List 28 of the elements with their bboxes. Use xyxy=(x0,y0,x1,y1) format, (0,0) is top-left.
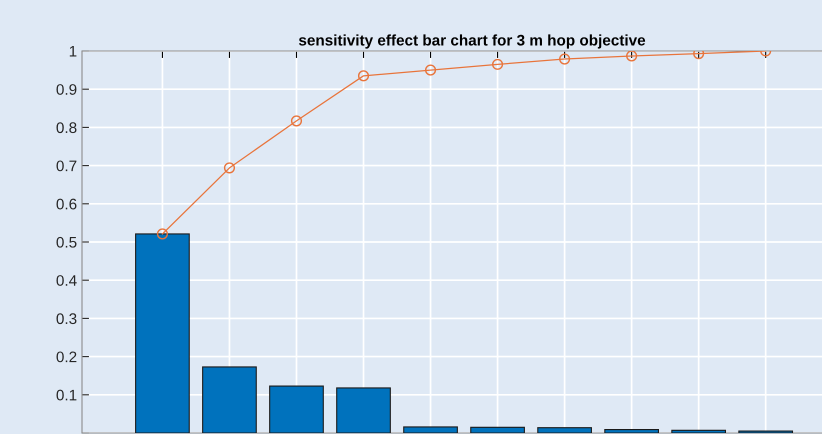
y-tick-label: 0.3 xyxy=(56,313,76,324)
bar xyxy=(470,426,525,433)
chart-title: sensitivity effect bar chart for 3 m hop objective xyxy=(298,34,646,49)
bar xyxy=(604,429,659,433)
y-tick-label: 0.7 xyxy=(56,160,76,172)
bar xyxy=(671,430,726,433)
y-tick-label: 1 xyxy=(70,46,76,57)
y-tick-label: 0.8 xyxy=(56,122,76,134)
bar xyxy=(336,387,391,433)
bar xyxy=(135,233,190,433)
point xyxy=(559,53,570,65)
point xyxy=(290,115,302,126)
point xyxy=(424,64,436,76)
bar xyxy=(537,427,592,433)
y-tick-label: 0.5 xyxy=(56,236,76,248)
y-tick-label: 0.4 xyxy=(56,275,77,286)
point xyxy=(358,70,370,82)
bar xyxy=(403,426,458,433)
y-tick-label: 0.1 xyxy=(56,390,76,400)
point xyxy=(626,51,638,62)
point xyxy=(224,162,236,174)
point xyxy=(156,228,168,240)
bar xyxy=(269,385,324,433)
y-tick-label: 0.9 xyxy=(56,84,76,95)
point xyxy=(492,58,504,70)
bar xyxy=(202,366,257,433)
y-tick-label: 0.6 xyxy=(56,198,76,210)
y-tick-label: 0.2 xyxy=(56,351,76,362)
